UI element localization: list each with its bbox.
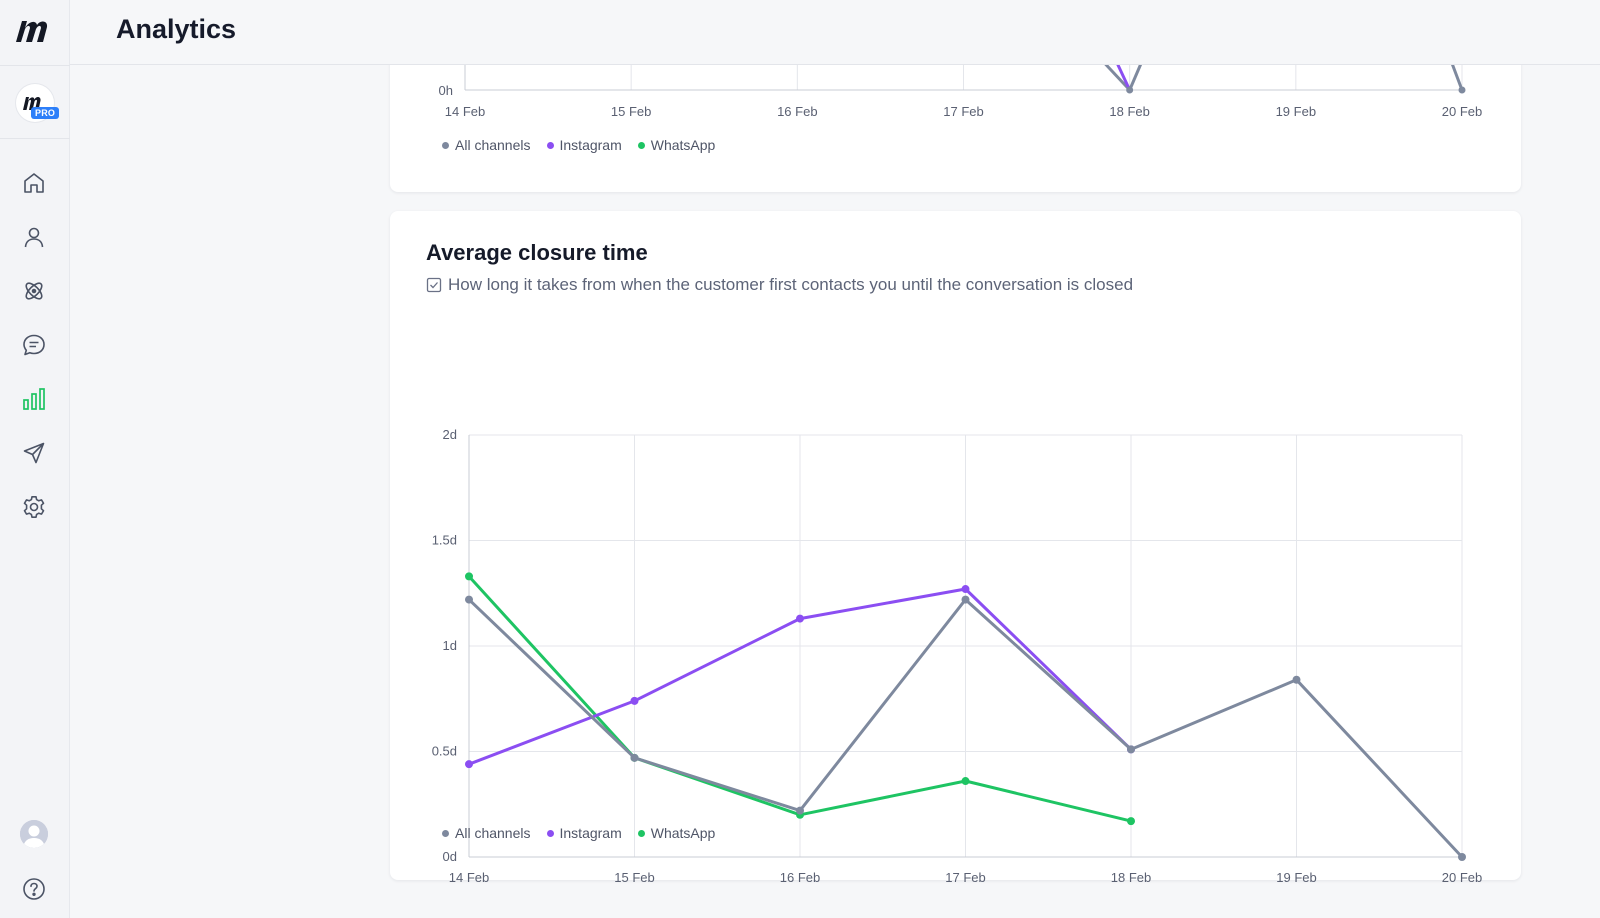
x-tick-label: 19 Feb bbox=[1276, 870, 1316, 885]
help-icon[interactable] bbox=[21, 876, 47, 902]
y-tick-label: 2d bbox=[443, 427, 457, 442]
legend-dot bbox=[546, 141, 554, 149]
data-point-instagram bbox=[630, 696, 639, 705]
x-tick-label: 14 Feb bbox=[445, 104, 485, 119]
data-point-instagram bbox=[465, 760, 473, 769]
home-icon[interactable] bbox=[21, 170, 47, 196]
x-tick-label: 20 Feb bbox=[1442, 104, 1482, 119]
data-point-all bbox=[465, 595, 473, 604]
legend-all-channels[interactable]: All channels bbox=[442, 825, 531, 841]
data-point-whatsapp bbox=[961, 777, 970, 786]
legend-label: WhatsApp bbox=[650, 137, 716, 153]
series-line-all bbox=[1128, 61, 1144, 91]
legend-dot bbox=[442, 829, 449, 837]
legend-instagram[interactable]: Instagram bbox=[546, 137, 622, 153]
data-point-all bbox=[1126, 86, 1134, 94]
legend-label: All channels bbox=[455, 137, 531, 153]
data-point-all bbox=[1292, 675, 1301, 684]
sidebar-divider bbox=[0, 138, 70, 139]
x-tick-label: 19 Feb bbox=[1276, 104, 1316, 119]
data-point-all bbox=[961, 595, 970, 604]
analytics-icon[interactable] bbox=[21, 386, 47, 412]
y-tick-label: 0d bbox=[443, 849, 457, 864]
data-point-instagram bbox=[961, 585, 970, 594]
sidebar: PRO bbox=[0, 0, 70, 918]
sidebar-divider bbox=[0, 65, 70, 66]
app-logo[interactable] bbox=[14, 16, 54, 46]
settings-gear-icon[interactable] bbox=[21, 494, 47, 520]
legend-dot bbox=[637, 829, 645, 837]
x-tick-label: 17 Feb bbox=[943, 104, 983, 119]
integrations-icon[interactable] bbox=[21, 278, 47, 304]
first-contact-chart: 14 Feb 15 Feb 16 Feb 17 Feb 18 Feb 19 Feb 20 F… bbox=[439, 40, 1482, 119]
workspace-logo-icon bbox=[23, 96, 41, 110]
data-point-all bbox=[796, 806, 804, 815]
x-tick-label: 17 Feb bbox=[945, 870, 985, 885]
closure-time-chart-card: Average closure time How long it takes f… bbox=[390, 211, 1521, 885]
legend-dot bbox=[442, 141, 449, 149]
first-contact-chart-card: 14 Feb 15 Feb 16 Feb 17 Feb 18 Feb 19 Feb 20 F… bbox=[390, 40, 1521, 192]
y-tick-label: 0.5d bbox=[432, 744, 457, 759]
legend-label: Instagram bbox=[559, 137, 622, 153]
closure-time-line-chart: 0d 0.5d 1d 1.5d 2d 14 Feb 15 Feb 16 Feb 17 Feb 18… bbox=[432, 427, 1483, 885]
series-line-instagram bbox=[1114, 59, 1132, 91]
legend-label: Instagram bbox=[559, 825, 622, 841]
y-tick-label: 1d bbox=[443, 638, 457, 653]
data-point-all bbox=[630, 753, 639, 762]
x-tick-label: 15 Feb bbox=[614, 870, 654, 885]
x-tick-label: 14 Feb bbox=[449, 870, 489, 885]
legend-label: WhatsApp bbox=[650, 825, 716, 841]
legend-whatsapp[interactable]: WhatsApp bbox=[637, 137, 716, 153]
y-tick-label: 0h bbox=[439, 83, 453, 98]
x-tick-label: 20 Feb bbox=[1442, 870, 1482, 885]
data-point-all bbox=[1127, 745, 1135, 754]
contacts-icon[interactable] bbox=[21, 224, 47, 250]
x-tick-label: 16 Feb bbox=[777, 104, 817, 119]
page-title: Analytics bbox=[116, 14, 237, 44]
legend-dot bbox=[637, 141, 645, 149]
legend-label: All channels bbox=[455, 825, 531, 841]
broadcast-send-icon[interactable] bbox=[21, 440, 47, 466]
card-description: How long it takes from when the customer… bbox=[426, 275, 1133, 295]
pro-badge: PRO bbox=[31, 107, 60, 119]
description-text: How long it takes from when the customer… bbox=[448, 275, 1134, 294]
data-point-all bbox=[1458, 86, 1466, 94]
data-point-all bbox=[1458, 853, 1466, 861]
legend-instagram[interactable]: Instagram bbox=[546, 825, 622, 841]
top-bar: Analytics bbox=[70, 0, 1600, 65]
conversations-icon[interactable] bbox=[21, 332, 47, 358]
card-title: Average closure time bbox=[426, 240, 648, 265]
legend-dot bbox=[546, 829, 554, 837]
data-point-whatsapp bbox=[465, 572, 473, 581]
chart-legend: All channels Instagram WhatsApp bbox=[442, 137, 715, 153]
x-tick-label: 16 Feb bbox=[780, 870, 820, 885]
chart-legend: All channels Instagram WhatsApp bbox=[442, 825, 715, 841]
y-tick-label: 1.5d bbox=[432, 533, 457, 548]
x-tick-label: 18 Feb bbox=[1109, 104, 1149, 119]
user-silhouette-icon bbox=[20, 820, 48, 848]
checkbox-icon bbox=[426, 277, 442, 293]
data-point-whatsapp bbox=[1127, 817, 1135, 826]
series-line-all bbox=[1100, 58, 1131, 92]
user-avatar[interactable] bbox=[20, 820, 48, 848]
legend-whatsapp[interactable]: WhatsApp bbox=[637, 825, 716, 841]
legend-all-channels[interactable]: All channels bbox=[442, 137, 531, 153]
data-point-instagram bbox=[796, 614, 804, 623]
x-tick-label: 18 Feb bbox=[1111, 870, 1151, 885]
x-tick-label: 15 Feb bbox=[611, 104, 651, 119]
